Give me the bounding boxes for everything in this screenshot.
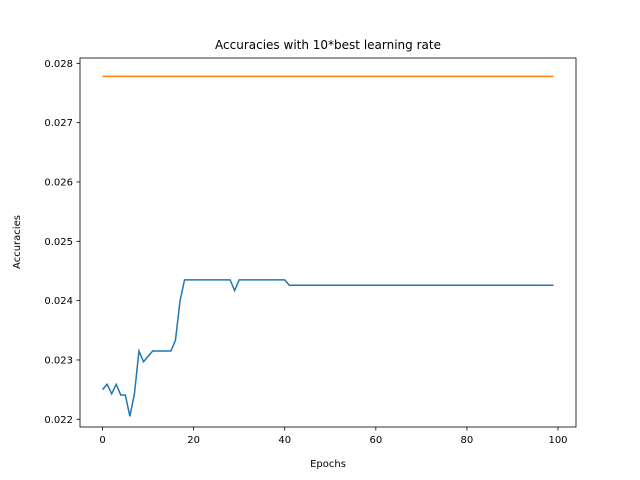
x-tick-label: 60 <box>369 435 382 446</box>
x-axis-label: Epochs <box>310 459 346 470</box>
y-tick-label: 0.026 <box>44 177 73 188</box>
y-tick-label: 0.024 <box>44 296 73 307</box>
ticks-layer: 0 20 40 60 80 100 0.022 0.023 0.024 0.025 0.026 0.0… <box>44 59 567 446</box>
y-tick-label: 0.027 <box>44 118 73 129</box>
series-line-1 <box>101 279 554 417</box>
x-tick-label: 100 <box>548 435 567 446</box>
y-tick-label: 0.025 <box>44 237 73 248</box>
plot-frame <box>79 57 577 428</box>
x-tick-label: 80 <box>461 435 474 446</box>
y-tick-label: 0.023 <box>44 355 73 366</box>
y-tick-label: 0.028 <box>44 59 73 70</box>
y-tick-label: 0.022 <box>44 415 73 426</box>
x-tick-label: 40 <box>278 435 291 446</box>
chart-title: Accuracies with 10*best learning rate <box>215 38 441 52</box>
x-tick-label: 0 <box>99 435 105 446</box>
y-axis-label: Accuracies <box>12 215 23 269</box>
series-layer <box>101 75 554 417</box>
x-tick-label: 20 <box>187 435 200 446</box>
